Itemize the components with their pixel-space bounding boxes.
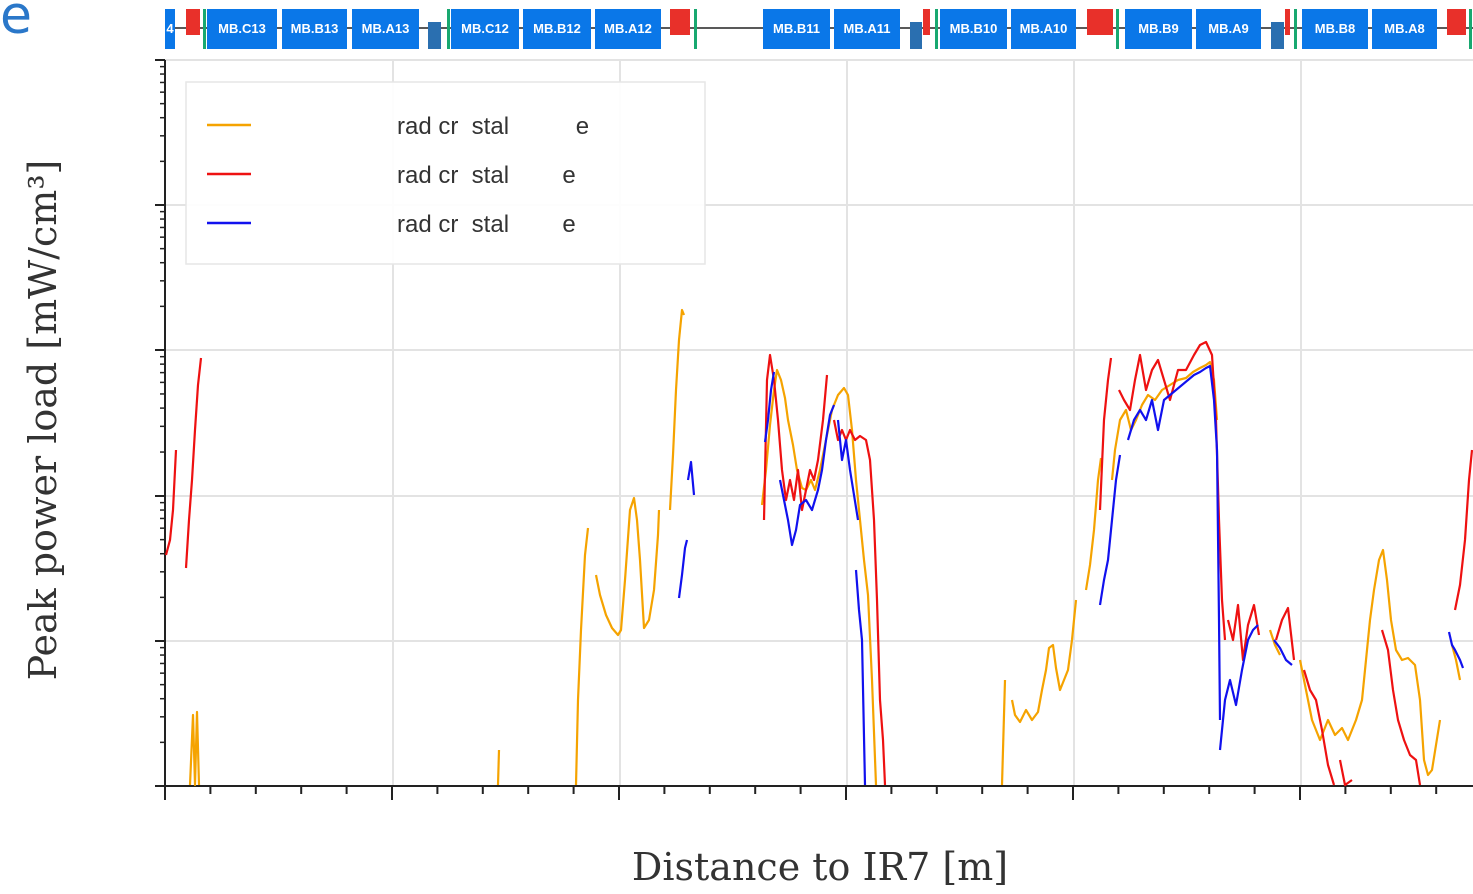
series-line (164, 449, 178, 556)
magnet-label: MB.A13 (362, 21, 410, 36)
coil-block (670, 9, 690, 35)
magnet-block: MB.B11 (763, 9, 830, 49)
series-1 (164, 340, 1473, 787)
marker-block (1469, 9, 1472, 49)
series-line (1084, 457, 1103, 591)
marker-block (935, 9, 938, 49)
marker-block (203, 9, 206, 49)
series-line (836, 419, 860, 521)
coil-block (1285, 9, 1290, 35)
series-line (686, 460, 696, 496)
marker-block (1294, 9, 1297, 49)
marker-block (694, 9, 697, 49)
magnet-label: MB.B9 (1138, 21, 1178, 36)
series-line (1380, 629, 1422, 786)
series-line (778, 404, 836, 547)
coil-block (1447, 9, 1466, 35)
legend-label: rad cr stal e (397, 211, 576, 238)
series-line (594, 496, 661, 637)
magnet-label: MB.B10 (950, 21, 998, 36)
legend-box (185, 81, 706, 265)
marker-block (447, 9, 450, 49)
series-2 (677, 364, 1465, 786)
magnet-label: MB.A11 (844, 21, 891, 36)
series-line (1273, 639, 1293, 666)
series-line (1274, 606, 1296, 661)
magnet-block: MB.A13 (352, 9, 419, 49)
magnet-label: MB.A12 (604, 21, 652, 36)
series-line (1453, 449, 1473, 611)
series-line (1298, 548, 1442, 777)
series-line (1226, 603, 1261, 662)
axes (155, 59, 1473, 800)
coil-block (923, 9, 930, 35)
corner-logo-fragment: e (0, 0, 32, 46)
legend: rad cr stal e rad cr stal e rad cr stal e (185, 81, 706, 265)
magnet-label: MB.A9 (1208, 21, 1248, 36)
series-line (763, 371, 776, 443)
magnet-label: MB.C13 (218, 21, 266, 36)
magnet-block: MB.A8 (1372, 9, 1437, 49)
magnet-label: MB.B11 (773, 21, 820, 36)
series-line (1000, 679, 1007, 786)
legend-label: rad cr stal e (397, 113, 589, 140)
marker-block (1116, 9, 1119, 49)
magnet-block: MB.B9 (1125, 9, 1192, 49)
series-line (184, 357, 203, 569)
series-line (1098, 454, 1122, 606)
magnet-block: MB.B10 (940, 9, 1007, 49)
y-axis-label: Peak power load [mW/cm³] (21, 160, 65, 681)
x-axis-label: Distance to IR7 [m] (632, 845, 1008, 889)
series-line (1450, 644, 1462, 681)
magnet-label: MB.A8 (1384, 21, 1424, 36)
series-line (1302, 669, 1336, 786)
magnet-block: 4 (165, 9, 175, 49)
magnet-block: MB.C12 (451, 9, 519, 49)
series-line (496, 749, 501, 786)
series-line (760, 368, 878, 786)
series-line (1126, 364, 1222, 721)
magnet-label: 4 (166, 21, 174, 36)
magnet-label: MB.A10 (1020, 21, 1068, 36)
series-line (1010, 599, 1078, 724)
magnet-block: MB.A12 (595, 9, 661, 49)
gridlines (165, 59, 1473, 786)
series-line (1218, 624, 1259, 751)
magnet-block: MB.A9 (1196, 9, 1261, 49)
magnet-label: MB.B13 (291, 21, 339, 36)
series-line (574, 527, 590, 786)
coil-block (1087, 9, 1113, 35)
magnet-label: MB.B8 (1315, 21, 1355, 36)
magnet-block: MB.B12 (523, 9, 591, 49)
series-line (1118, 340, 1227, 641)
series-line (1110, 360, 1219, 481)
series-line (668, 308, 686, 511)
magnet-layout-bar: 4 MB.C13 MB.B13 MB.A13 MB.C12 MB.B12 MB.A12 MB.… (165, 9, 1473, 49)
series-line (1268, 629, 1281, 656)
small-magnet-block (1271, 22, 1284, 49)
magnet-label: MB.B12 (533, 21, 581, 36)
series-line (188, 710, 201, 787)
series-line (1098, 357, 1113, 511)
small-magnet-block (910, 22, 922, 49)
magnet-block: MB.C13 (207, 9, 277, 49)
series-0 (188, 308, 1462, 787)
magnet-block: MB.A10 (1011, 9, 1076, 49)
legend-label: rad cr stal e (397, 162, 576, 189)
magnet-block: MB.B13 (282, 9, 347, 49)
coil-block (186, 9, 200, 35)
series-line (1447, 631, 1465, 669)
magnet-block: MB.A11 (834, 9, 900, 49)
series-layer (164, 308, 1473, 787)
series-line (677, 539, 689, 599)
magnet-label: MB.C12 (461, 21, 509, 36)
series-line (832, 419, 887, 786)
magnet-block: MB.B8 (1302, 9, 1368, 49)
series-line (1338, 759, 1353, 787)
series-line (854, 569, 867, 786)
small-magnet-block (428, 22, 441, 49)
series-line (762, 353, 829, 521)
